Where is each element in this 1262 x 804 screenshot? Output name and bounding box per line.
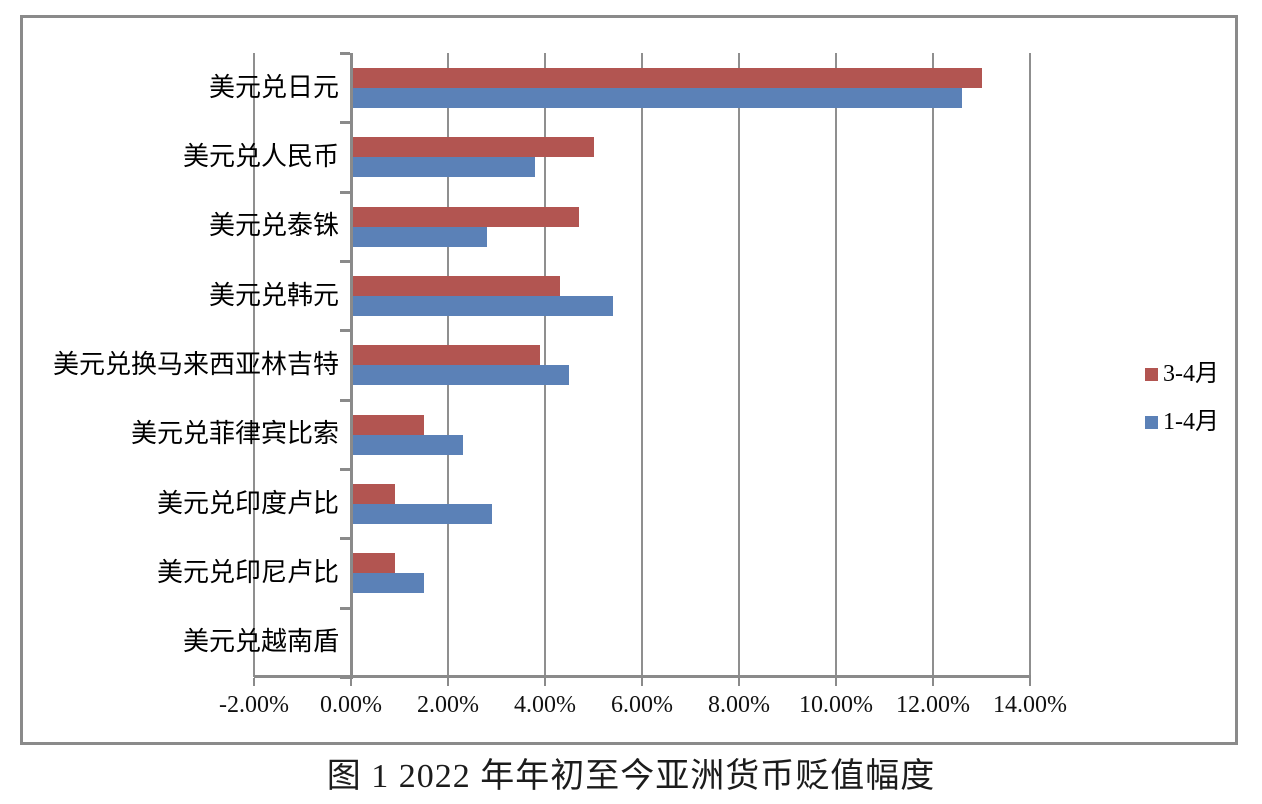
value-axis-tick-label: 4.00%	[514, 692, 576, 718]
value-axis-tick	[447, 678, 449, 686]
legend-swatch-red	[1145, 367, 1158, 381]
value-axis-line	[254, 675, 1031, 678]
category-label: 美元兑泰铢	[208, 211, 339, 241]
category-axis-tick	[340, 121, 350, 124]
category-axis-tick	[340, 468, 350, 471]
value-axis-tick	[253, 678, 255, 686]
figure-caption: 图 1 2022 年年初至今亚洲货币贬值幅度	[326, 758, 936, 795]
value-axis-tick	[1029, 678, 1031, 686]
value-axis-labels: -2.00% 0.00% 2.00% 4.00% 6.00% 8.00% 10.00% 12.…	[219, 692, 1067, 722]
legend-swatch-blue	[1145, 415, 1158, 429]
category-axis-tick	[340, 260, 350, 263]
bar	[351, 504, 492, 524]
chart-legend: 3-4月 1-4月	[1145, 360, 1219, 436]
plot-area	[253, 52, 1031, 686]
value-axis-tick-label: 6.00%	[611, 692, 673, 718]
value-axis-tick	[350, 678, 352, 686]
category-axis-tick	[340, 52, 350, 55]
legend-label: 1-4月	[1163, 409, 1219, 435]
category-axis-tick	[340, 329, 350, 332]
value-axis-tick-label: 14.00%	[993, 692, 1067, 718]
category-label: 美元兑印尼卢比	[156, 557, 339, 587]
value-axis-tick-label: 0.00%	[320, 692, 382, 718]
gridline	[641, 53, 643, 677]
gridline	[738, 53, 740, 677]
category-label: 美元兑人民币	[182, 141, 339, 171]
category-axis-tick	[340, 191, 350, 194]
chart-figure: 3-4月 1-4月	[20, 15, 1238, 745]
legend-item-series2: 1-4月	[1145, 408, 1219, 436]
category-axis-tick	[340, 399, 350, 402]
bar	[351, 137, 594, 157]
category-label: 美元兑韩元	[208, 280, 339, 310]
gridline	[1029, 53, 1031, 677]
category-axis-line	[350, 53, 353, 679]
category-axis-tick	[340, 607, 350, 610]
bar	[351, 345, 541, 365]
category-axis-tick	[340, 537, 350, 540]
category-axis-labels: 美元兑日元美元兑人民币美元兑泰铢美元兑韩元美元兑换马来西亚林吉特美元兑菲律宾比索…	[30, 53, 339, 677]
value-axis-tick-label: -2.00%	[219, 692, 289, 718]
gridline	[253, 53, 255, 677]
bar	[351, 435, 463, 455]
category-label: 美元兑日元	[208, 72, 339, 102]
bar	[351, 207, 579, 227]
bar	[351, 365, 570, 385]
bar	[351, 227, 487, 247]
category-label: 美元兑印度卢比	[156, 488, 339, 518]
value-axis-tick-label: 10.00%	[799, 692, 873, 718]
bar	[351, 88, 963, 108]
value-axis-tick	[641, 678, 643, 686]
value-axis-tick	[835, 678, 837, 686]
bar	[351, 573, 424, 593]
bar	[351, 484, 395, 504]
gridline	[835, 53, 837, 677]
category-label: 美元兑换马来西亚林吉特	[52, 349, 339, 379]
value-axis-tick-label: 8.00%	[708, 692, 770, 718]
value-axis-tick	[544, 678, 546, 686]
category-label: 美元兑越南盾	[182, 627, 339, 657]
gridline	[932, 53, 934, 677]
bar	[351, 553, 395, 573]
category-label: 美元兑菲律宾比索	[130, 419, 339, 449]
bar	[351, 157, 536, 177]
bar	[351, 415, 424, 435]
legend-label: 3-4月	[1163, 361, 1219, 387]
value-axis-tick-label: 2.00%	[417, 692, 479, 718]
value-axis-tick	[738, 678, 740, 686]
value-axis-tick-label: 12.00%	[896, 692, 970, 718]
bar	[351, 68, 982, 88]
value-axis-tick	[932, 678, 934, 686]
legend-item-series1: 3-4月	[1145, 360, 1219, 388]
bar	[351, 296, 613, 316]
bar	[351, 276, 560, 296]
